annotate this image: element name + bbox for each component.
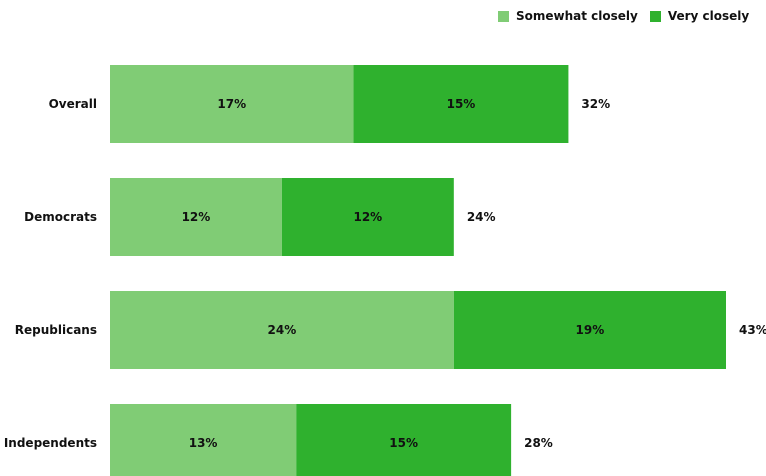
- legend-label-very-closely: Very closely: [667, 9, 750, 23]
- legend-swatch-somewhat-closely: [498, 10, 509, 22]
- legend-item-very-closely[interactable]: Very closely: [649, 9, 750, 23]
- category-label-democrats: Democrats: [24, 210, 97, 224]
- legend-label-somewhat-closely: Somewhat closely: [516, 9, 638, 23]
- legend: Somewhat closely Very closely: [498, 9, 761, 23]
- total-label-democrats: 24%: [467, 210, 496, 224]
- data-label-overall-somewhat-closely: 17%: [217, 97, 246, 111]
- data-label-democrats-very-closely: 12%: [353, 210, 382, 224]
- bar-republicans-very-closely[interactable]: [453, 291, 726, 369]
- data-label-republicans-very-closely: 19%: [576, 323, 605, 337]
- total-label-republicans: 43%: [739, 323, 766, 337]
- legend-item-somewhat-closely[interactable]: Somewhat closely: [498, 9, 638, 23]
- total-label-overall: 32%: [581, 97, 610, 111]
- data-label-independents-somewhat-closely: 13%: [189, 436, 218, 450]
- data-label-independents-very-closely: 15%: [389, 436, 418, 450]
- total-label-independents: 28%: [524, 436, 553, 450]
- category-label-republicans: Republicans: [15, 323, 97, 337]
- bar-republicans-somewhat-closely[interactable]: [110, 291, 454, 369]
- data-label-democrats-somewhat-closely: 12%: [182, 210, 211, 224]
- data-label-overall-very-closely: 15%: [447, 97, 476, 111]
- data-label-republicans-somewhat-closely: 24%: [268, 323, 297, 337]
- bar-independents-very-closely[interactable]: [296, 404, 512, 476]
- category-label-overall: Overall: [49, 97, 97, 111]
- legend-swatch-very-closely: [649, 10, 661, 22]
- category-label-independents: Independents: [4, 436, 97, 450]
- bar-democrats-somewhat-closely[interactable]: [110, 178, 282, 256]
- bar-democrats-very-closely[interactable]: [281, 178, 454, 256]
- bar-overall-somewhat-closely[interactable]: [110, 65, 354, 143]
- bar-independents-somewhat-closely[interactable]: [110, 404, 297, 476]
- bar-overall-very-closely[interactable]: [353, 65, 569, 143]
